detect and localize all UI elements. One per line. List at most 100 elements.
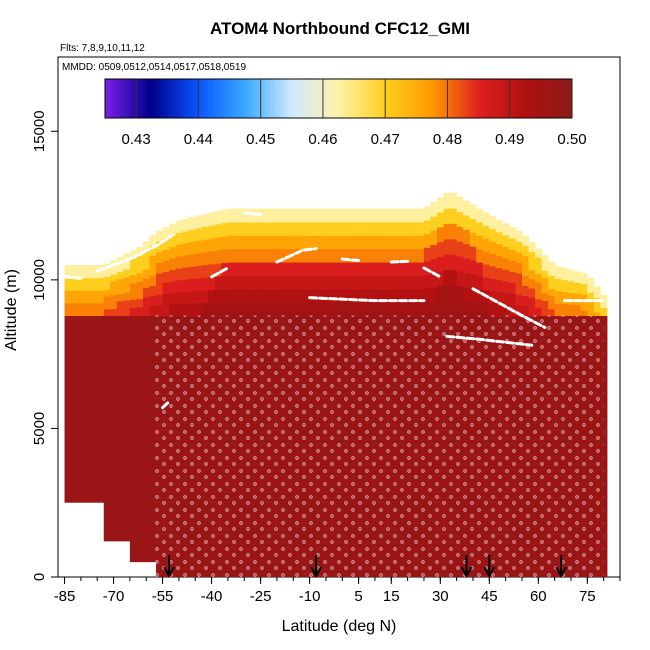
heatmap-cell — [430, 216, 438, 231]
heatmap-cell — [299, 248, 307, 263]
colorbar-segment — [151, 79, 156, 118]
heatmap-cell — [456, 300, 464, 317]
heatmap-cell — [169, 269, 177, 282]
y-tick-label: 10000 — [31, 259, 48, 301]
heatmap-cell — [71, 302, 79, 310]
heatmap-cell — [175, 279, 183, 293]
heatmap-cell — [129, 291, 137, 300]
heatmap-cell — [227, 302, 235, 317]
heatmap-cell — [391, 275, 399, 290]
colorbar-segment — [441, 79, 445, 118]
heatmap-cell — [456, 211, 464, 227]
heatmap-cell — [110, 280, 118, 289]
heatmap-cell — [293, 235, 301, 250]
heatmap-cell — [182, 255, 190, 268]
heatmap-cell — [600, 305, 608, 309]
colorbar-segment — [182, 79, 187, 118]
colorbar-segment — [481, 79, 486, 118]
heatmap-cell — [162, 293, 170, 305]
heatmap-cell — [345, 275, 353, 290]
latitude-arrow — [555, 555, 568, 579]
colorbar-segment — [559, 79, 564, 118]
colorbar-segment — [491, 79, 495, 118]
heatmap-cell — [489, 241, 497, 254]
heatmap-cell — [214, 289, 222, 303]
heatmap-cell — [463, 301, 471, 317]
heatmap-cell — [182, 267, 190, 280]
heatmap-cell — [476, 248, 484, 263]
heatmap-cell — [574, 271, 582, 278]
heatmap-cell — [162, 304, 170, 317]
heatmap-cell — [476, 275, 484, 290]
colorbar-segment — [170, 79, 175, 118]
heatmap-cell — [214, 210, 222, 225]
flight-path — [63, 275, 83, 280]
colorbar-segment — [117, 79, 122, 118]
colorbar-segment — [148, 79, 153, 118]
heatmap-cell — [273, 302, 281, 317]
heatmap-cell — [97, 315, 105, 503]
heatmap-cell — [502, 280, 510, 293]
heatmap-cell — [371, 235, 379, 250]
heatmap-cell — [110, 308, 118, 317]
heatmap-cell — [273, 221, 281, 236]
heatmap-cell — [325, 262, 333, 276]
heatmap-cell — [345, 288, 353, 303]
heatmap-cell — [554, 272, 562, 279]
colorbar-segment — [157, 79, 162, 118]
heatmap-cell — [469, 232, 477, 247]
heatmap-cell — [423, 219, 431, 235]
colorbar-segment — [478, 79, 483, 118]
heatmap-cell — [410, 248, 418, 263]
y-axis: 0 5000 10000 15000 — [31, 110, 58, 581]
heatmap-cell — [169, 235, 177, 248]
colorbar-segment — [133, 79, 137, 118]
heatmap-cell — [116, 300, 124, 309]
heatmap-cell — [587, 282, 595, 288]
heatmap-cell — [319, 248, 327, 263]
heatmap-cell — [123, 276, 131, 286]
heatmap-cell — [90, 296, 98, 304]
colorbar-segment — [251, 79, 256, 118]
heatmap-cell — [149, 285, 157, 296]
heatmap-cell — [378, 262, 386, 276]
heatmap-cell — [593, 286, 601, 291]
colorbar-segment — [136, 79, 140, 118]
heatmap-cell — [90, 277, 98, 285]
heatmap-cell — [332, 221, 340, 236]
heatmap-cell — [77, 283, 85, 291]
colorbar-segment — [503, 79, 508, 118]
colorbar-segment — [179, 79, 184, 118]
heatmap-cell — [391, 208, 399, 223]
colorbar-segment — [201, 79, 206, 118]
heatmap-cell — [136, 255, 144, 265]
heatmap-cell — [528, 242, 536, 252]
heatmap-cell — [280, 235, 288, 250]
heatmap-cell — [469, 246, 477, 261]
heatmap-cell — [325, 288, 333, 303]
heatmap-cell — [358, 288, 366, 303]
heatmap-cell — [417, 302, 425, 317]
colorbar-segment — [556, 79, 561, 118]
sample-points — [152, 315, 604, 577]
heatmap-cell — [430, 272, 438, 288]
heatmap-cell — [169, 246, 177, 259]
colorbar-segment — [111, 79, 115, 118]
x-tick-label: 60 — [530, 588, 547, 605]
heatmap-cell — [587, 301, 595, 307]
heatmap-cell — [188, 278, 196, 292]
heatmap-cell — [378, 288, 386, 303]
colorbar-segment — [238, 79, 243, 118]
heatmap-cell — [502, 269, 510, 282]
y-axis-label: Altitude (m) — [3, 269, 20, 351]
heatmap-cell — [554, 278, 562, 285]
colorbar-segment — [279, 79, 284, 118]
heatmap-cell — [208, 263, 216, 278]
colorbar-segment — [260, 79, 265, 118]
heatmap-cell — [365, 262, 373, 276]
heatmap-cell — [528, 306, 536, 317]
heatmap-cell — [443, 238, 451, 255]
colorbar-segment — [394, 79, 399, 118]
heatmap-cell — [339, 262, 347, 276]
heatmap-cell — [495, 219, 503, 233]
